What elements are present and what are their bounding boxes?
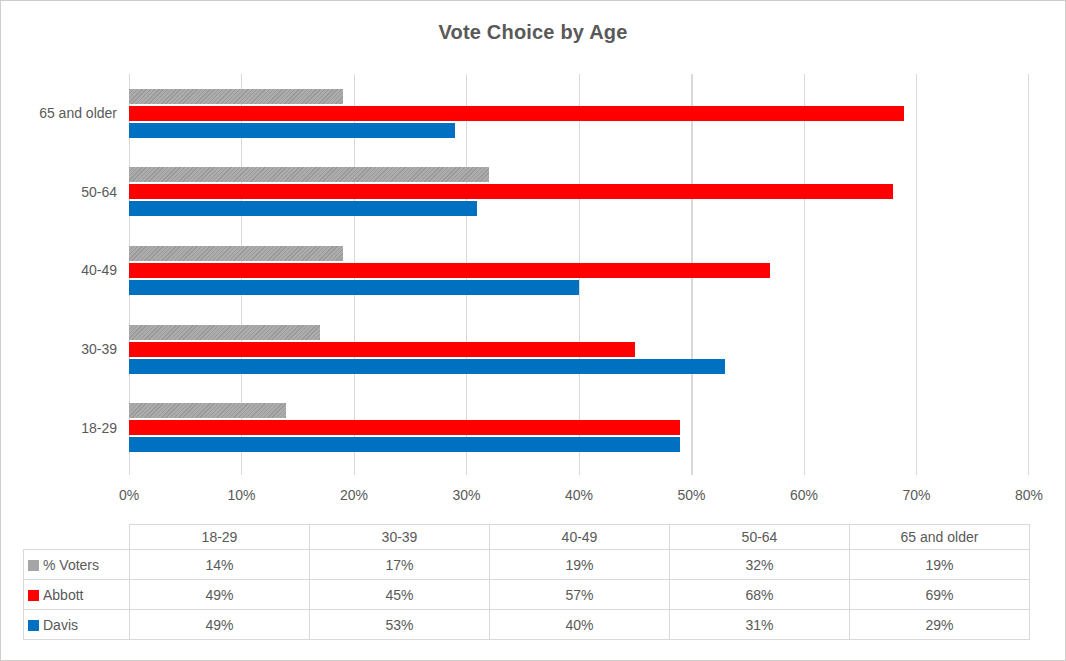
bar-davis-30-39 [129, 359, 725, 374]
legend-swatch-icon [28, 560, 39, 571]
table-header-row: 18-2930-3940-4950-6465 and older [24, 525, 1030, 550]
table-row-label: Abbott [24, 580, 130, 610]
x-axis-labels: 0%10%20%30%40%50%60%70%80% [129, 487, 1029, 507]
table-row-davis: Davis49%53%40%31%29% [24, 610, 1030, 640]
table-value-cell: 31% [670, 610, 850, 640]
x-axis-tick-label: 0% [119, 487, 139, 503]
x-axis-tick-label: 10% [227, 487, 255, 503]
bar-voters-40-49 [129, 246, 343, 261]
x-axis-tick-label: 40% [565, 487, 593, 503]
table-value-cell: 14% [130, 550, 310, 580]
bar-group-40-49 [129, 231, 1028, 310]
table-value-cell: 32% [670, 550, 850, 580]
chart-title: Vote Choice by Age [1, 21, 1065, 44]
bar-davis-50-64 [129, 201, 477, 216]
table-value-cell: 40% [490, 610, 670, 640]
bar-voters-50-64 [129, 167, 489, 182]
bar-group-50-64 [129, 153, 1028, 232]
bar-davis-40-49 [129, 280, 579, 295]
table-row-label: Davis [24, 610, 130, 640]
y-axis-category-label: 18-29 [1, 388, 117, 467]
bar-abbott-40-49 [129, 263, 770, 278]
table-column-header: 30-39 [310, 525, 490, 550]
table-value-cell: 49% [130, 610, 310, 640]
bar-group-18-29 [129, 388, 1028, 467]
x-axis-tick-label: 60% [790, 487, 818, 503]
y-axis-category-labels: 65 and older50-6440-4930-3918-29 [1, 74, 117, 467]
y-axis-category-label: 40-49 [1, 231, 117, 310]
plot-area [129, 74, 1029, 467]
table-column-header: 18-29 [130, 525, 310, 550]
chart-data-table: 18-2930-3940-4950-6465 and older% Voters… [23, 524, 1030, 640]
bar-voters-18-29 [129, 403, 286, 418]
legend-swatch-icon [28, 590, 39, 601]
table-value-cell: 29% [850, 610, 1030, 640]
table-corner-cell [24, 525, 130, 550]
table-value-cell: 57% [490, 580, 670, 610]
table-value-cell: 19% [490, 550, 670, 580]
bar-abbott-50-64 [129, 184, 893, 199]
table-value-cell: 45% [310, 580, 490, 610]
x-axis-tick-label: 70% [902, 487, 930, 503]
bar-rows [129, 74, 1028, 467]
table-value-cell: 19% [850, 550, 1030, 580]
bar-voters-65-and-older [129, 89, 343, 104]
x-axis-ticks [129, 467, 1029, 475]
table-value-cell: 17% [310, 550, 490, 580]
bar-davis-65-and-older [129, 123, 455, 138]
bar-abbott-65-and-older [129, 106, 904, 121]
y-axis-category-label: 65 and older [1, 74, 117, 153]
legend-swatch-icon [28, 620, 39, 631]
table-row-label: % Voters [24, 550, 130, 580]
x-axis-tick-label: 50% [677, 487, 705, 503]
bar-voters-30-39 [129, 325, 320, 340]
x-axis-tick-label: 20% [340, 487, 368, 503]
table-column-header: 40-49 [490, 525, 670, 550]
y-axis-category-label: 50-64 [1, 153, 117, 232]
table-value-cell: 49% [130, 580, 310, 610]
table-row-voters: % Voters14%17%19%32%19% [24, 550, 1030, 580]
bar-abbott-30-39 [129, 342, 635, 357]
table-column-header: 50-64 [670, 525, 850, 550]
table-value-cell: 53% [310, 610, 490, 640]
bar-group-30-39 [129, 310, 1028, 389]
bar-group-65-and-older [129, 74, 1028, 153]
y-axis-category-label: 30-39 [1, 310, 117, 389]
table-row-abbott: Abbott49%45%57%68%69% [24, 580, 1030, 610]
table-value-cell: 68% [670, 580, 850, 610]
x-axis-tick-label: 30% [452, 487, 480, 503]
x-axis-tick-label: 80% [1015, 487, 1043, 503]
table-column-header: 65 and older [850, 525, 1030, 550]
bar-abbott-18-29 [129, 420, 680, 435]
bar-davis-18-29 [129, 437, 680, 452]
chart-canvas: Vote Choice by Age 65 and older50-6440-4… [0, 0, 1066, 661]
table-value-cell: 69% [850, 580, 1030, 610]
